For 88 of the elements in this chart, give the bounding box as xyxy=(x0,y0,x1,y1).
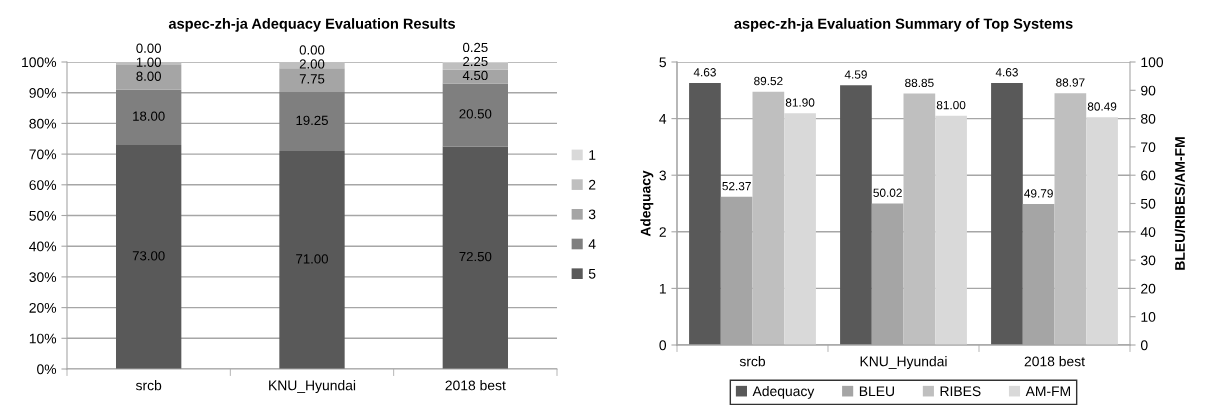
y-axis-title: Adequacy xyxy=(640,170,654,237)
legend-label: 5 xyxy=(588,268,596,279)
y-tick-label: 60% xyxy=(29,180,57,190)
x-tick-label: srcb xyxy=(739,356,766,367)
data-label: 81.90 xyxy=(785,98,815,107)
legend-label: BLEU xyxy=(859,386,894,397)
data-label: 4.63 xyxy=(995,68,1018,77)
y2-tick-label: 100 xyxy=(1141,57,1164,68)
bar xyxy=(279,91,345,152)
bar xyxy=(116,65,182,90)
data-label: 18.00 xyxy=(133,111,165,121)
legend-label: 4 xyxy=(588,239,596,249)
y-tick-label: 100% xyxy=(22,57,57,68)
x-tick-label: 2018 best xyxy=(1024,356,1085,367)
chart-title: aspec-zh-ja Evaluation Summary of Top Systems xyxy=(734,18,1073,32)
y-tick-label: 70% xyxy=(29,149,57,160)
data-label: 0.25 xyxy=(463,42,488,53)
data-label: 7.75 xyxy=(299,74,325,84)
bar xyxy=(279,68,345,92)
y-tick-label: 30% xyxy=(29,272,57,283)
bar xyxy=(279,151,345,369)
x-tick-label: 2018 best xyxy=(445,380,506,391)
x-tick-label: srcb xyxy=(135,380,162,391)
data-label: 4.50 xyxy=(462,70,488,81)
data-label: 49.79 xyxy=(1024,189,1053,198)
y-tick-label: 1 xyxy=(659,283,666,294)
data-label: 71.00 xyxy=(296,254,328,264)
data-label: 52.37 xyxy=(722,181,751,191)
y2-axis-title: BLEU/RIBES/AM-FM xyxy=(1174,137,1186,270)
y2-tick-label: 30 xyxy=(1140,255,1156,266)
y-tick-label: 0% xyxy=(37,364,57,375)
bar xyxy=(116,89,182,145)
bar xyxy=(1054,93,1087,345)
y-tick-label: 20% xyxy=(29,302,57,313)
data-label: 50.02 xyxy=(873,188,902,197)
data-label: 0.00 xyxy=(136,43,161,53)
data-label: 73.00 xyxy=(132,251,165,261)
y-tick-label: 2 xyxy=(659,227,666,237)
legend-label: RIBES xyxy=(940,386,981,397)
data-label: 2.25 xyxy=(463,56,488,67)
data-label: 4.59 xyxy=(844,70,867,79)
y2-tick-label: 50 xyxy=(1140,198,1156,209)
bar xyxy=(752,91,785,345)
y-tick-label: 4 xyxy=(659,114,667,124)
y2-tick-label: 70 xyxy=(1141,142,1156,153)
bar xyxy=(935,115,967,345)
y2-tick-label: 20 xyxy=(1141,283,1156,294)
y2-tick-label: 80 xyxy=(1141,113,1156,124)
data-label: 4.63 xyxy=(693,68,716,77)
bar xyxy=(1086,117,1118,345)
y-tick-label: 10% xyxy=(29,333,57,344)
data-label: 20.50 xyxy=(459,109,492,119)
data-label: 8.00 xyxy=(136,71,161,81)
x-tick-label: KNU_Hyundai xyxy=(860,356,947,370)
bar xyxy=(784,113,816,345)
legend-label: 3 xyxy=(588,209,596,220)
data-label: 88.85 xyxy=(905,78,934,88)
y-tick-label: 80% xyxy=(29,118,57,129)
bar xyxy=(116,144,182,369)
y-tick-label: 0 xyxy=(659,340,667,351)
y-tick-label: 50% xyxy=(29,210,57,221)
data-label: 88.97 xyxy=(1056,78,1085,87)
chart-title: aspec-zh-ja Adequacy Evaluation Results xyxy=(168,18,455,32)
data-label: 89.52 xyxy=(754,76,783,86)
y2-tick-label: 90 xyxy=(1141,85,1156,96)
data-label: 72.50 xyxy=(459,251,492,262)
data-label: 81.00 xyxy=(936,100,966,110)
data-label: 19.25 xyxy=(296,115,328,126)
data-label: 0.00 xyxy=(299,45,325,55)
bar xyxy=(903,93,936,345)
y2-tick-label: 60 xyxy=(1141,170,1156,181)
bar xyxy=(442,83,508,147)
y-tick-label: 5 xyxy=(659,57,666,68)
data-label: 2.00 xyxy=(299,59,325,69)
y2-tick-label: 40 xyxy=(1140,227,1156,237)
legend-label: AM-FM xyxy=(1025,386,1070,396)
x-tick-label: KNU_Hyundai xyxy=(269,380,356,394)
data-label: 80.49 xyxy=(1087,102,1117,111)
y2-tick-label: 10 xyxy=(1141,312,1156,322)
legend-label: 1 xyxy=(589,150,596,160)
y2-tick-label: 0 xyxy=(1140,340,1148,351)
y-tick-label: 40% xyxy=(29,241,57,252)
y-tick-label: 3 xyxy=(659,170,666,181)
legend-label: Adequacy xyxy=(752,385,815,399)
data-label: 1.00 xyxy=(136,57,161,67)
y-tick-label: 90% xyxy=(29,88,57,98)
legend-label: 2 xyxy=(588,179,596,190)
bar xyxy=(442,146,508,369)
